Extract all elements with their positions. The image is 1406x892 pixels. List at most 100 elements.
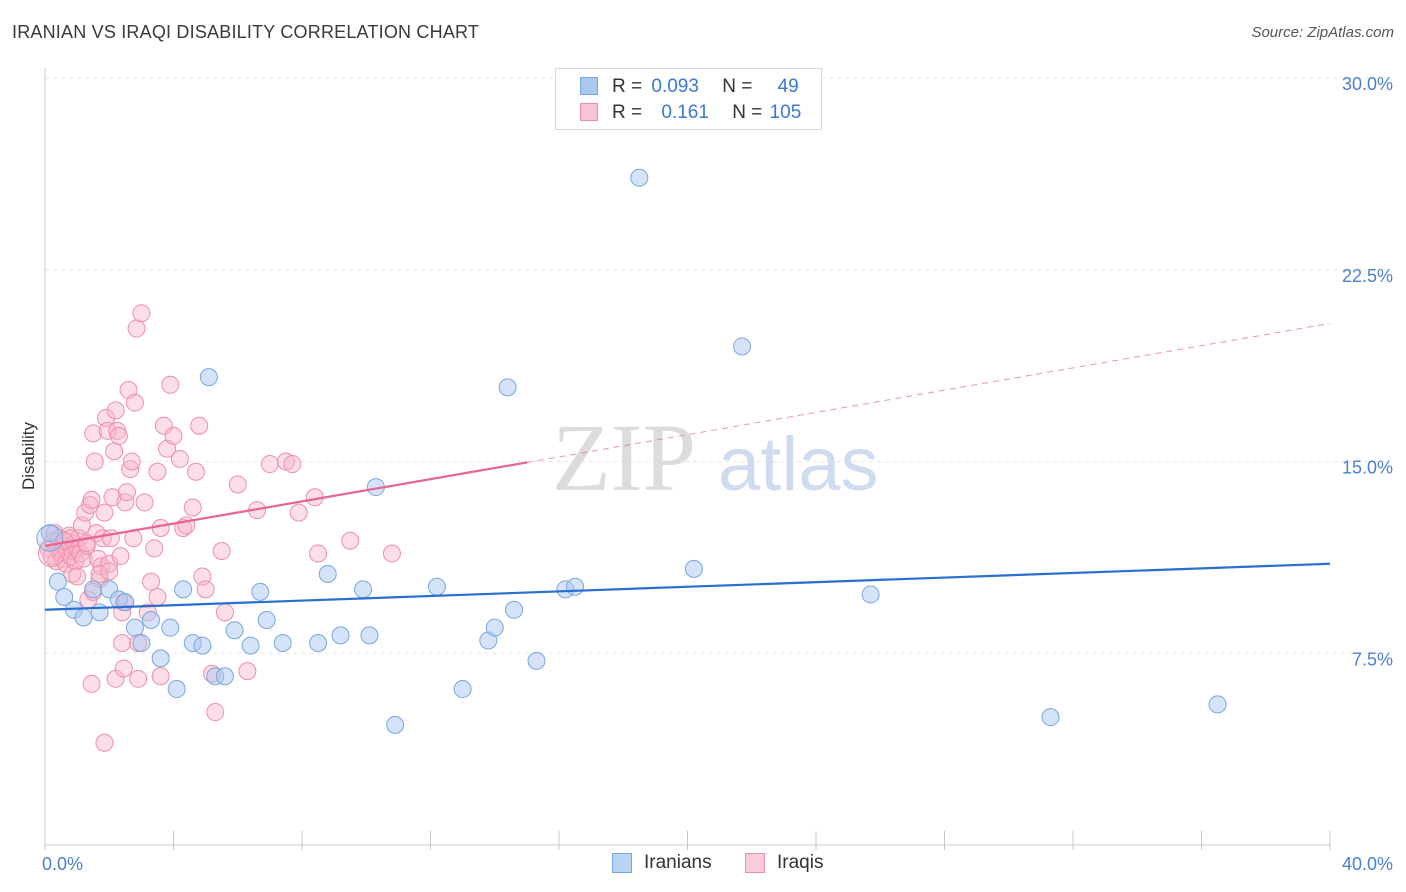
iranians-point bbox=[630, 168, 649, 187]
iraqis-point bbox=[309, 544, 328, 563]
iranians-point bbox=[861, 585, 880, 604]
iraqis-point bbox=[127, 319, 146, 338]
iranians-point bbox=[527, 651, 546, 670]
iraqis-legend-swatch bbox=[745, 853, 765, 873]
iraqis-point bbox=[105, 442, 124, 461]
y-tick-label: 7.5% bbox=[1352, 649, 1393, 669]
iranians-trend-line bbox=[44, 562, 1331, 611]
watermark: ZIP atlas bbox=[552, 404, 879, 511]
iranians-point bbox=[215, 667, 234, 686]
iranians-point bbox=[55, 588, 74, 607]
iraqis-point bbox=[114, 659, 133, 678]
iranians-cluster-point bbox=[36, 524, 64, 552]
iraqis-point bbox=[95, 733, 114, 752]
iranians-point bbox=[199, 368, 218, 387]
iranians-point bbox=[427, 577, 446, 596]
iranians-swatch bbox=[580, 77, 598, 95]
iranians-point bbox=[225, 621, 244, 640]
legend-r-value: 0.093 bbox=[651, 76, 699, 97]
y-tick-label: 30.0% bbox=[1342, 74, 1393, 94]
iranians-point bbox=[257, 611, 276, 630]
iraqis-point bbox=[341, 531, 360, 550]
x-tick-labels: 0.0% 40.0% bbox=[42, 854, 1393, 874]
iranians-point bbox=[161, 618, 180, 637]
iraqis-point bbox=[148, 462, 167, 481]
iraqis-point bbox=[68, 567, 87, 586]
iraqis-swatch bbox=[580, 103, 598, 121]
iraqis-point bbox=[113, 634, 132, 653]
iraqis-point bbox=[122, 452, 141, 471]
iranians-point bbox=[505, 600, 524, 619]
legend-r-value: 0.161 bbox=[661, 102, 709, 123]
iranians-point bbox=[193, 636, 212, 655]
axes bbox=[44, 68, 1331, 850]
iraqis-points bbox=[37, 304, 401, 752]
iranians-point bbox=[84, 580, 103, 599]
legend-r-label: R = bbox=[612, 102, 643, 123]
legend-r-label: R = bbox=[612, 76, 643, 97]
iraqis-point bbox=[129, 669, 148, 688]
watermark-zip: ZIP bbox=[552, 404, 696, 511]
iranians-point bbox=[684, 559, 703, 578]
iranians-point bbox=[142, 611, 161, 630]
iranians-point bbox=[132, 634, 151, 653]
chart-source: Source: ZipAtlas.com bbox=[1251, 24, 1394, 41]
iraqis-point bbox=[148, 588, 167, 607]
iranians-point bbox=[241, 636, 260, 655]
iranians-point bbox=[167, 680, 186, 699]
iraqis-point bbox=[95, 503, 114, 522]
iranians-point bbox=[453, 680, 472, 699]
legend-n-value: 49 bbox=[777, 76, 799, 97]
iraqis-point bbox=[289, 503, 308, 522]
trend-lines bbox=[44, 322, 1331, 611]
stats-legend: R = 0.093 N = 49 R = 0.161 N = 105 bbox=[555, 68, 822, 130]
iranians-point bbox=[566, 577, 585, 596]
iraqis-point bbox=[71, 544, 90, 563]
iraqis-point bbox=[260, 455, 279, 474]
legend-n-value: 105 bbox=[769, 102, 802, 123]
iranians-point bbox=[318, 564, 337, 583]
iraqis-point bbox=[183, 498, 202, 517]
iraqis-point bbox=[164, 426, 183, 445]
iraqis-point bbox=[228, 475, 247, 494]
legend-n-label: N = bbox=[732, 102, 763, 123]
iraqis-point bbox=[145, 539, 164, 558]
iraqis-point bbox=[84, 424, 103, 443]
iranians-legend-label: Iranians bbox=[644, 852, 712, 873]
iraqis-point bbox=[98, 421, 117, 440]
iraqis-point bbox=[161, 375, 180, 394]
iraqis-point bbox=[82, 674, 101, 693]
chart-title: IRANIAN VS IRAQI DISABILITY CORRELATION … bbox=[12, 22, 480, 42]
iraqis-point bbox=[125, 393, 144, 412]
iranians-point bbox=[354, 580, 373, 599]
iranians-point bbox=[386, 715, 405, 734]
legend-n-label: N = bbox=[722, 76, 753, 97]
iranians-point bbox=[174, 580, 193, 599]
iranians-point bbox=[485, 618, 504, 637]
iraqis-point bbox=[111, 547, 130, 566]
iraqis-legend-label: Iraqis bbox=[777, 852, 824, 873]
iraqis-point bbox=[206, 703, 225, 722]
iranians-point bbox=[331, 626, 350, 645]
y-axis-label: Disability bbox=[19, 421, 38, 490]
iraqis-point bbox=[215, 603, 234, 622]
iraqis-point bbox=[212, 541, 231, 560]
iraqis-point bbox=[106, 401, 125, 420]
iraqis-point bbox=[186, 462, 205, 481]
iranians-point bbox=[40, 524, 59, 543]
x-tick-label: 40.0% bbox=[1342, 854, 1393, 874]
iraqis-point bbox=[190, 416, 209, 435]
iranians-point bbox=[125, 618, 144, 637]
iranians-point bbox=[273, 634, 292, 653]
iranians-point bbox=[90, 603, 109, 622]
iranians-point bbox=[360, 626, 379, 645]
iraqis-point bbox=[238, 662, 257, 681]
iraqis-point bbox=[85, 452, 104, 471]
iranians-legend-swatch bbox=[612, 853, 632, 873]
y-tick-label: 22.5% bbox=[1342, 266, 1393, 286]
iraqis-point bbox=[100, 562, 119, 581]
iraqis-point bbox=[109, 426, 128, 445]
iranians-point bbox=[1041, 708, 1060, 727]
iraqis-point bbox=[82, 490, 101, 509]
